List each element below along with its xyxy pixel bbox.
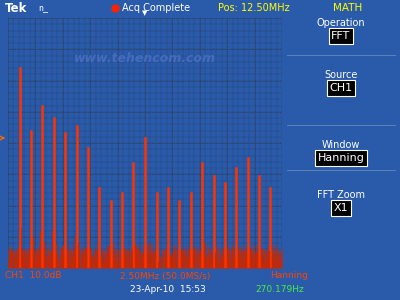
Text: FFT: FFT xyxy=(331,31,351,41)
Text: Source: Source xyxy=(324,70,358,80)
Text: 270.179Hz: 270.179Hz xyxy=(255,286,304,295)
Text: www.tehencom.com: www.tehencom.com xyxy=(74,52,216,64)
Text: MATH: MATH xyxy=(333,3,363,13)
Text: Tek: Tek xyxy=(5,2,27,14)
Text: n_: n_ xyxy=(38,4,48,13)
Text: CH1: CH1 xyxy=(330,83,352,93)
Text: FFT Zoom: FFT Zoom xyxy=(317,190,365,200)
Text: X1: X1 xyxy=(334,203,348,213)
Text: 23-Apr-10  15:53: 23-Apr-10 15:53 xyxy=(130,286,206,295)
Text: CH1  10.0dB: CH1 10.0dB xyxy=(5,272,62,280)
Text: Hanning: Hanning xyxy=(318,153,364,163)
Text: Acq Complete: Acq Complete xyxy=(122,3,190,13)
Text: ▼: ▼ xyxy=(142,11,148,16)
Text: Hanning: Hanning xyxy=(270,272,308,280)
Text: Operation: Operation xyxy=(317,18,365,28)
Text: Window: Window xyxy=(322,140,360,150)
Text: Pos: 12.50MHz: Pos: 12.50MHz xyxy=(218,3,290,13)
Text: 2.50MHz (50.0MS/s): 2.50MHz (50.0MS/s) xyxy=(120,272,210,280)
